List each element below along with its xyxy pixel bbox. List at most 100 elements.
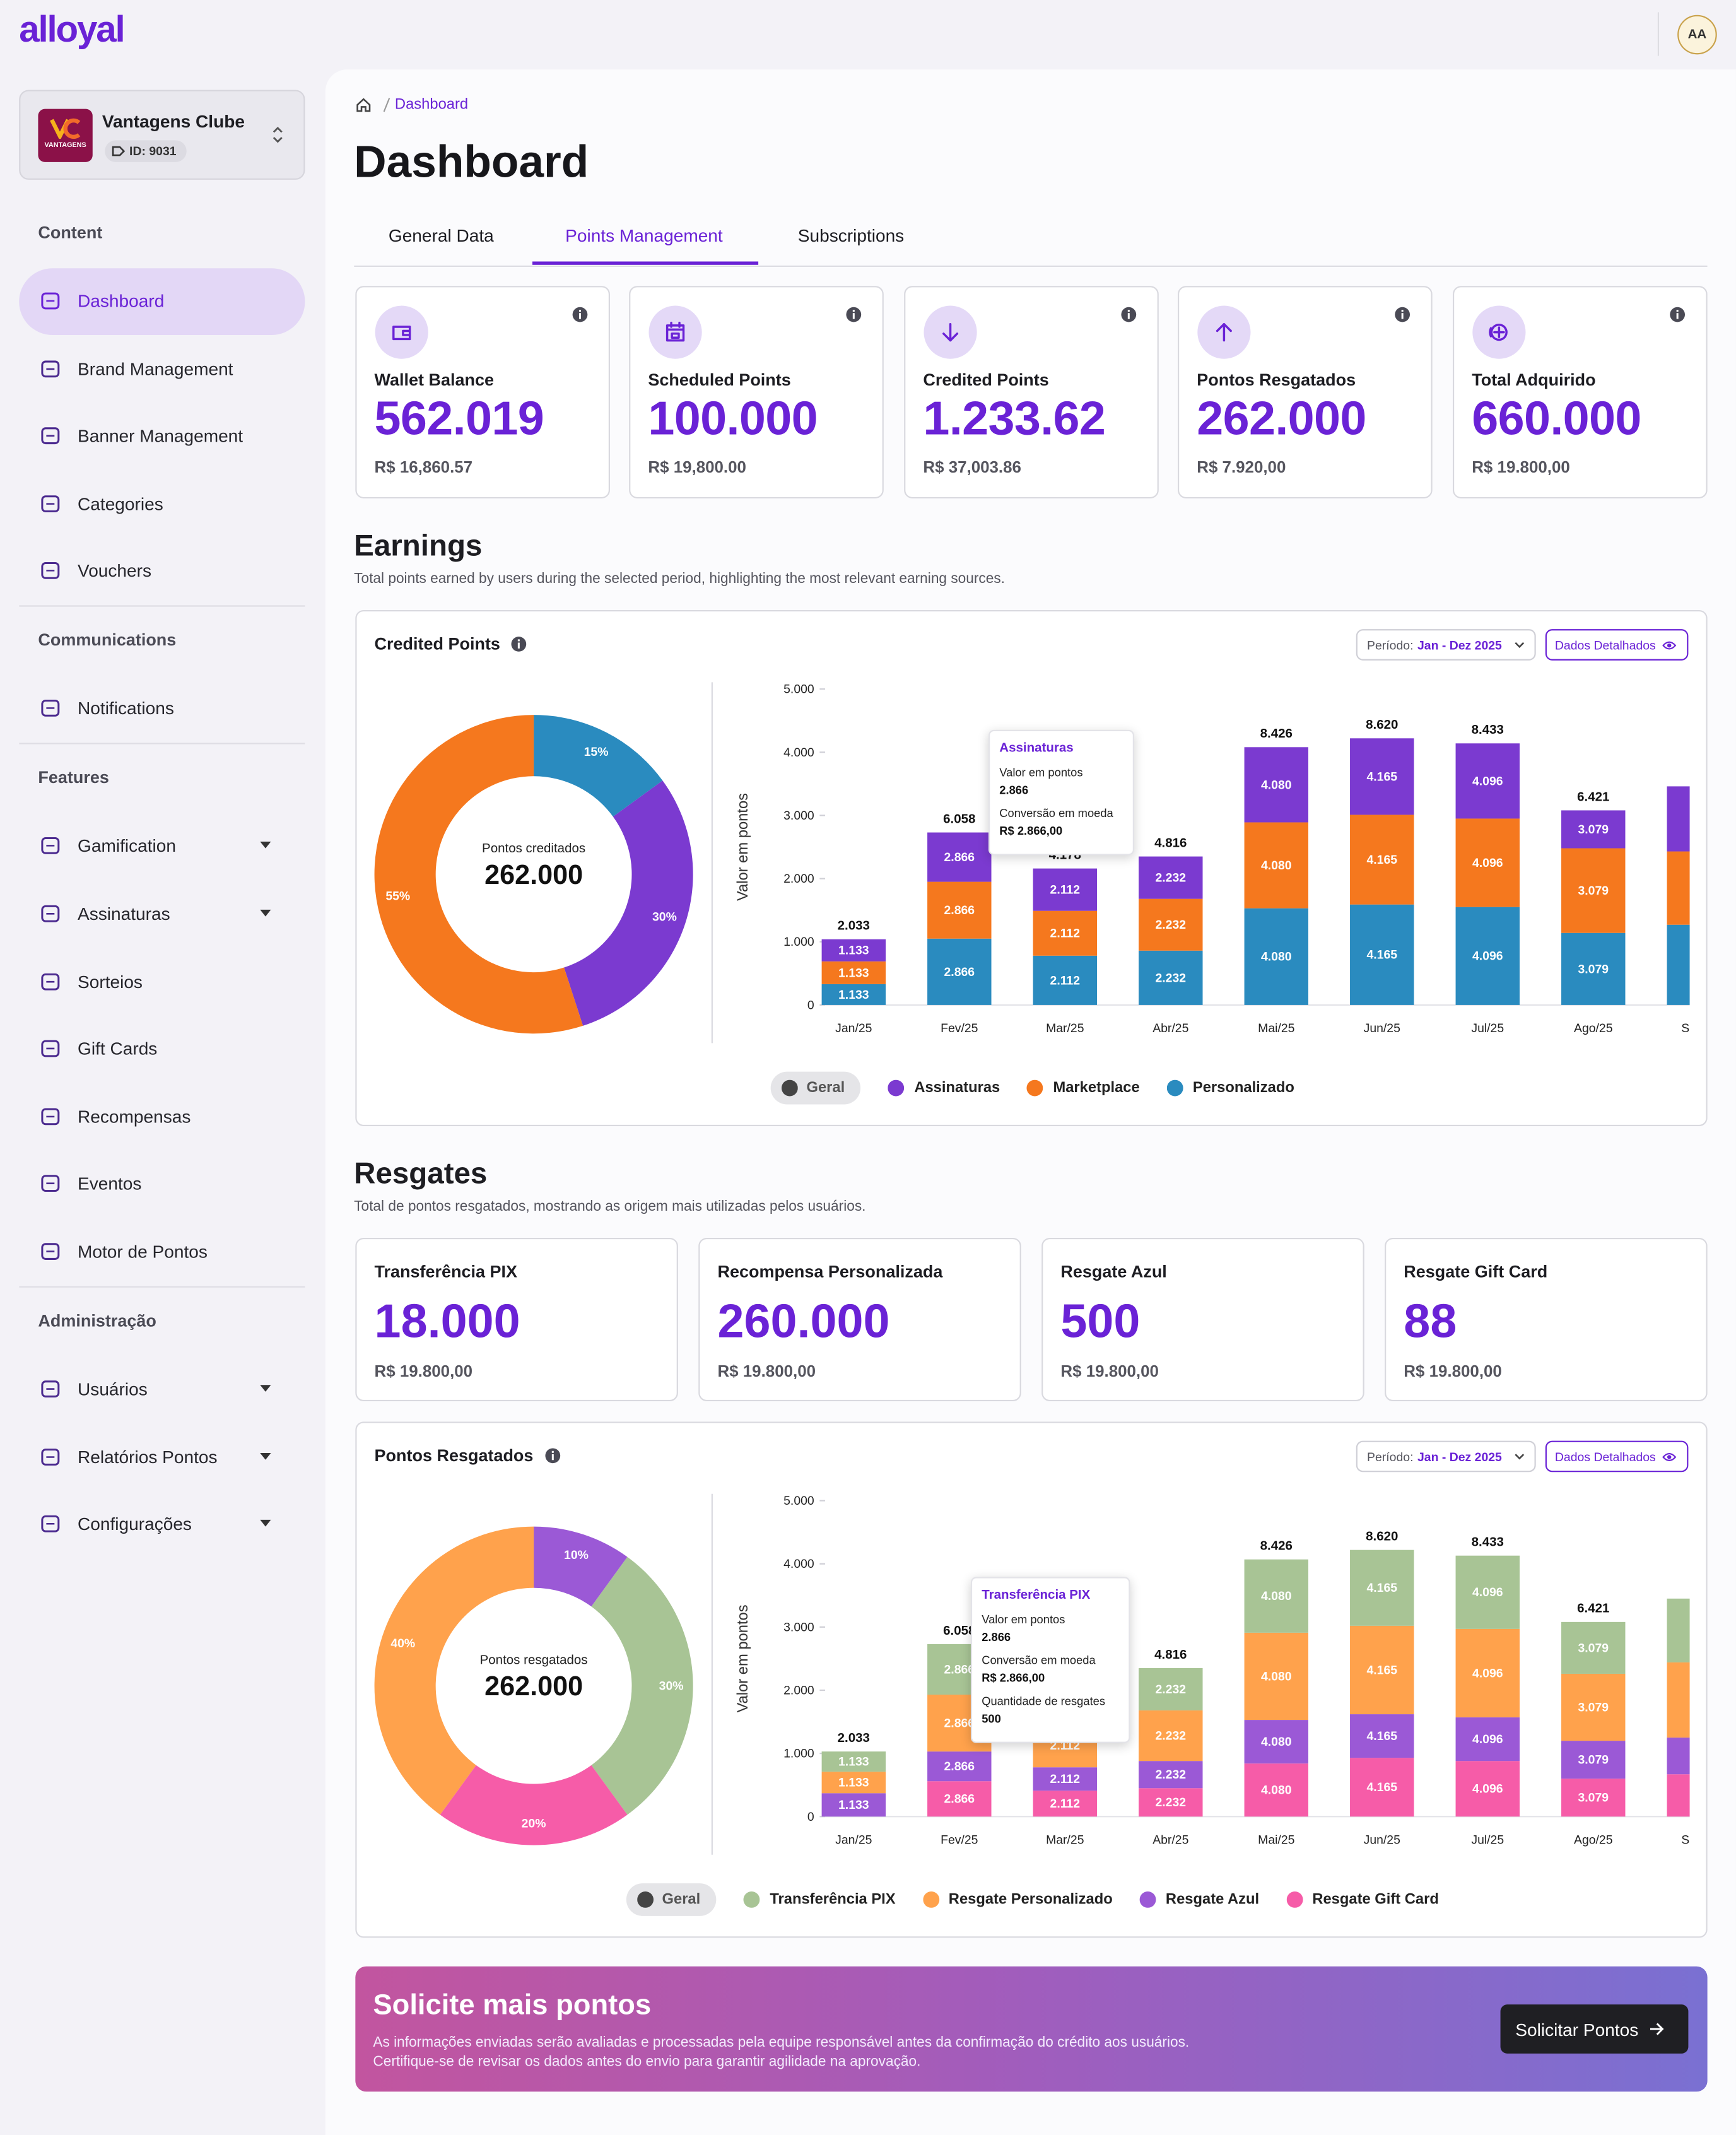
- donut-label: 30%: [652, 910, 677, 924]
- period-chevron: [1515, 641, 1525, 647]
- bar-segment: [1033, 868, 1098, 911]
- total-label: 8.620: [1366, 1529, 1398, 1544]
- active-item-bg[interactable]: [19, 268, 305, 334]
- nav-item[interactable]: Assinaturas: [78, 903, 170, 924]
- tab[interactable]: General Data: [388, 225, 494, 246]
- segment-label: 1.133: [838, 966, 869, 980]
- nav-item[interactable]: Usuários: [78, 1379, 148, 1399]
- bar-segment: [1139, 950, 1203, 1005]
- info-bar: [518, 642, 520, 649]
- nav-item[interactable]: Gift Cards: [78, 1038, 158, 1059]
- club-logo: VANTAGENS: [38, 109, 93, 162]
- chev: [1515, 1453, 1525, 1459]
- legend-item[interactable]: Resgate Gift Card: [1286, 1891, 1439, 1908]
- donut-label: 15%: [584, 745, 609, 759]
- redemption-value: 88: [1404, 1295, 1457, 1348]
- x-tick-label: Jul/25: [1471, 1833, 1504, 1847]
- banner-text: Certifique-se de revisar os dados antes …: [373, 2053, 921, 2070]
- period-select[interactable]: Período: Jan - Dez 2025: [1356, 1440, 1536, 1473]
- caret-shape: [260, 1520, 271, 1527]
- home: [356, 98, 371, 112]
- nav-icon: [41, 1175, 60, 1192]
- tab[interactable]: Points Management: [565, 225, 723, 246]
- nav-item[interactable]: Gamification: [78, 836, 176, 857]
- nav-item[interactable]: Vouchers: [78, 561, 152, 582]
- nav-icon: [41, 700, 60, 717]
- nav-item[interactable]: Brand Management: [78, 358, 233, 379]
- segment-label: 2.112: [1050, 1797, 1081, 1811]
- nav-item[interactable]: Categories: [78, 493, 163, 514]
- legend-all[interactable]: Geral: [771, 1071, 862, 1105]
- nav-item[interactable]: Relatórios Pontos: [78, 1446, 218, 1467]
- bar-segment: [1139, 856, 1203, 899]
- eye: [1662, 1452, 1677, 1461]
- bar-segment: [1667, 786, 1690, 852]
- legend-item[interactable]: Resgate Personalizado: [922, 1891, 1113, 1908]
- segment-label: 3.079: [1578, 962, 1609, 976]
- tab[interactable]: Subscriptions: [797, 225, 905, 246]
- legend-item[interactable]: Assinaturas: [888, 1079, 1000, 1097]
- avatar[interactable]: AA: [1677, 15, 1717, 55]
- segment-label: 2.232: [1156, 871, 1187, 885]
- legend-item[interactable]: Resgate Azul: [1139, 1891, 1259, 1908]
- plot: Jan/25 1.133 1.133 1.133 2.033 Fev/25 2.866 2.8…: [821, 1529, 1690, 1847]
- dot: [888, 1079, 905, 1097]
- nav-item[interactable]: Motor de Pontos: [78, 1241, 208, 1262]
- dot: [744, 1891, 761, 1908]
- x-tick-label: Jul/25: [1471, 1021, 1504, 1035]
- legend-all[interactable]: Geral: [626, 1883, 717, 1916]
- glyph: [392, 326, 411, 341]
- bar-segment: [1350, 904, 1414, 1005]
- period-select[interactable]: Período: Jan - Dez 2025: [1356, 629, 1536, 661]
- total-label: 6.058: [943, 1623, 975, 1638]
- legend-item[interactable]: Transferência PIX: [744, 1891, 896, 1908]
- legend-dot: [888, 1079, 905, 1097]
- info-bar: [1127, 313, 1130, 319]
- bar-segment: [1350, 738, 1414, 815]
- nav-icon: [41, 972, 60, 990]
- info-dot: [518, 639, 520, 642]
- bar-segment: [927, 832, 992, 882]
- breadcrumb[interactable]: Dashboard: [394, 97, 469, 114]
- club-selector[interactable]: VANTAGENS Vantagens Clube ID: 9031: [19, 90, 305, 180]
- nav-item[interactable]: Configurações: [78, 1514, 192, 1534]
- nav-item[interactable]: Recompensas: [78, 1106, 191, 1127]
- request-button[interactable]: Solicitar Pontos: [1500, 2004, 1689, 2054]
- icon-glyph: [1489, 324, 1508, 341]
- nav-item[interactable]: Sorteios: [78, 971, 143, 992]
- legend-item[interactable]: Marketplace: [1027, 1079, 1140, 1097]
- nav-icon: [41, 292, 60, 310]
- x-tick-label: Fev/25: [941, 1833, 978, 1847]
- segment-label: 4.096: [1472, 950, 1503, 963]
- details-button[interactable]: Dados Detalhados: [1545, 629, 1689, 661]
- segment-label: 2.866: [944, 850, 975, 864]
- legend-item[interactable]: Personalizado: [1166, 1079, 1294, 1097]
- y-tick-label: 1.000: [783, 935, 814, 949]
- nav-item[interactable]: Notifications: [78, 698, 174, 719]
- x-tick-label: Abr/25: [1152, 1021, 1188, 1035]
- segment-label: 2.112: [1050, 973, 1081, 987]
- bar-segment: [1455, 907, 1520, 1005]
- bar-segment: [1244, 1720, 1309, 1764]
- stat-icon: [648, 305, 702, 359]
- bar-segment: [1455, 1555, 1520, 1629]
- segment-label: 2.232: [1156, 918, 1187, 932]
- club-name: Vantagens Clube: [102, 110, 245, 132]
- y-axis-title: Valor em pontos: [735, 793, 751, 901]
- bar-segment: [1350, 815, 1414, 905]
- bar-segment: [1244, 1632, 1309, 1720]
- nav-item[interactable]: Dashboard: [78, 290, 165, 312]
- details-button[interactable]: Dados Detalhados: [1545, 1440, 1689, 1473]
- stat-label: Scheduled Points: [648, 370, 791, 390]
- total-label: 6.421: [1577, 1601, 1609, 1616]
- stat-label: Wallet Balance: [374, 370, 494, 390]
- stat-card: Total Adquirido 660.000 R$ 19.800,00: [1453, 286, 1708, 498]
- redemption-label: Resgate Gift Card: [1404, 1262, 1548, 1282]
- nav-item[interactable]: Eventos: [78, 1173, 142, 1194]
- stat-card: Credited Points 1.233.62 R$ 37,003.86: [904, 286, 1159, 498]
- tooltip-row-label: Conversão em moeda: [999, 806, 1113, 820]
- caret: [260, 842, 271, 849]
- legend-dot: [922, 1891, 939, 1908]
- segment-label: 4.080: [1261, 778, 1292, 792]
- nav-item[interactable]: Banner Management: [78, 425, 243, 447]
